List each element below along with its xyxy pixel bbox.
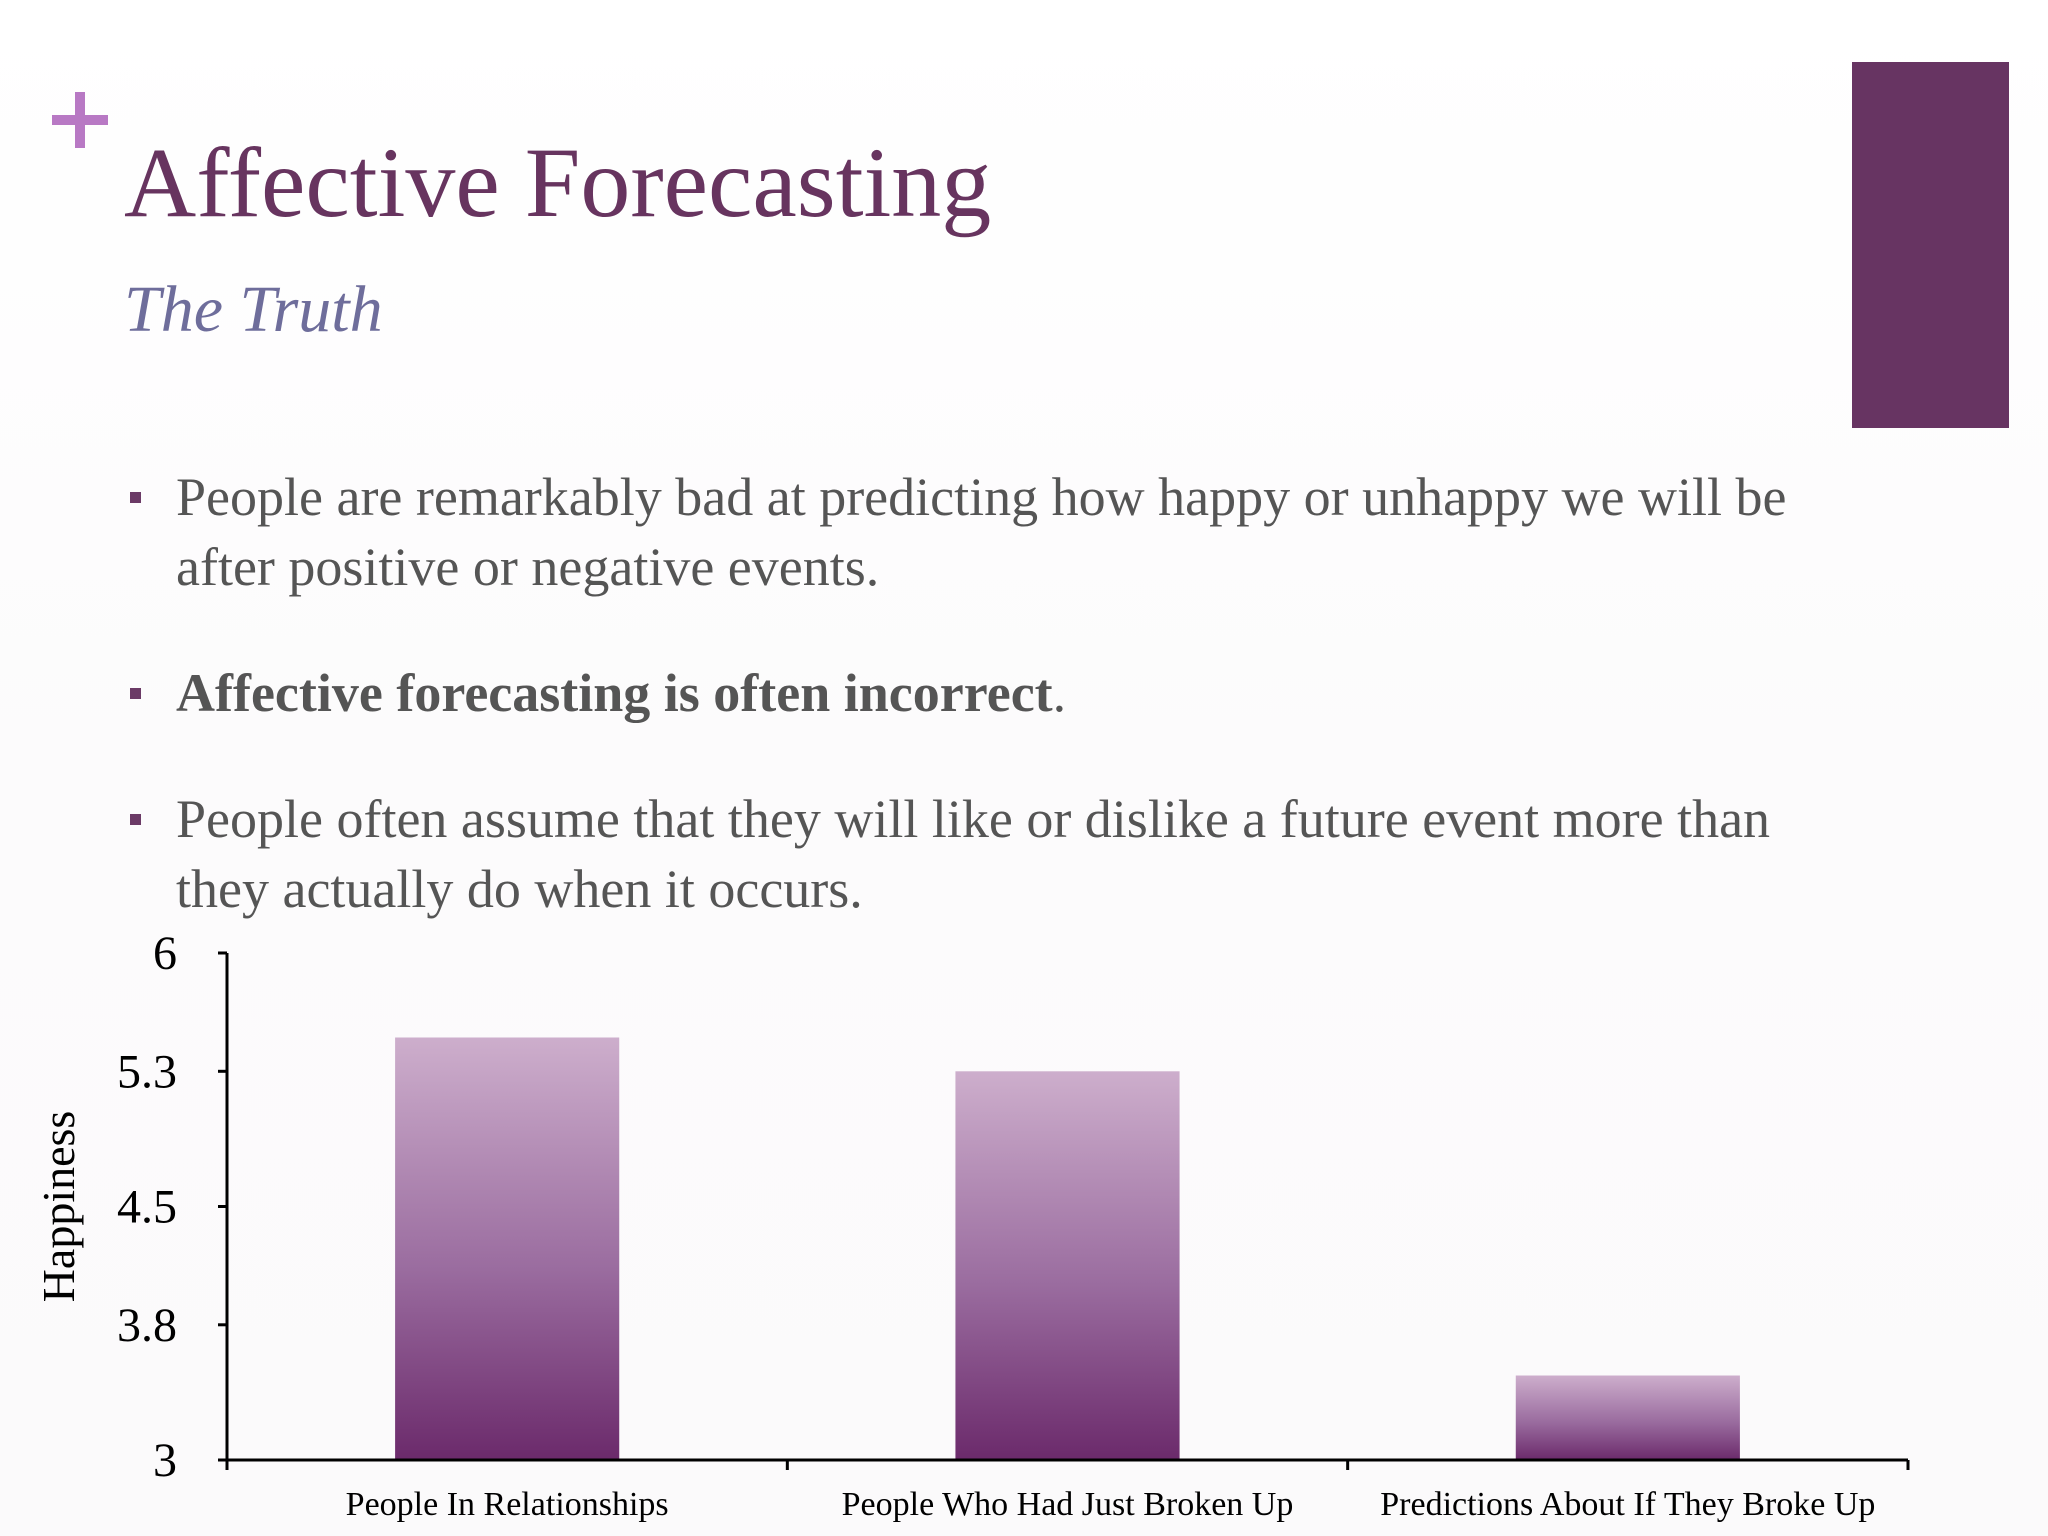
bullet-text-suffix: .: [1052, 663, 1067, 723]
x-tick-label: People In Relationships: [346, 1486, 669, 1523]
y-tick-label: 4.5: [117, 1181, 177, 1234]
bullet-list: People are remarkably bad at predicting …: [124, 462, 1824, 924]
square-bullet-icon: [130, 814, 141, 825]
plus-icon: [52, 92, 108, 148]
y-tick-label: 3: [153, 1434, 177, 1487]
bullet-item: People often assume that they will like …: [124, 784, 1824, 924]
bullet-text: People are remarkably bad at predicting …: [176, 467, 1787, 597]
axes-layer: [218, 951, 1910, 1470]
bar: [955, 1071, 1180, 1460]
labels-layer: 3 3.8 4.5 5.3 6 People In Relationships People…: [33, 928, 1875, 1523]
x-tick-label: Predictions About If They Broke Up: [1380, 1486, 1875, 1523]
bar: [1515, 1375, 1740, 1460]
bullet-text: Affective forecasting is often incorrect: [176, 663, 1053, 723]
slide-subtitle: The Truth: [124, 273, 383, 346]
x-tick-label: People Who Had Just Broken Up: [842, 1486, 1294, 1523]
happiness-bar-chart: 3 3.8 4.5 5.3 6 People In Relationships People…: [33, 928, 1910, 1523]
y-axis-title: Happiness: [33, 1111, 84, 1303]
bars-layer: [395, 1037, 1740, 1460]
bullet-text: People often assume that they will like …: [176, 789, 1771, 919]
bullet-item: Affective forecasting is often incorrect…: [124, 658, 1824, 728]
slide-title: Affective Forecasting: [124, 127, 992, 238]
square-bullet-icon: [130, 492, 141, 503]
y-tick-label: 5.3: [117, 1045, 177, 1098]
accent-block: [1852, 62, 2009, 428]
square-bullet-icon: [130, 688, 141, 699]
y-tick-label: 6: [153, 928, 177, 980]
bullet-item: People are remarkably bad at predicting …: [124, 462, 1824, 602]
y-tick-label: 3.8: [117, 1299, 177, 1352]
bar: [395, 1037, 620, 1460]
